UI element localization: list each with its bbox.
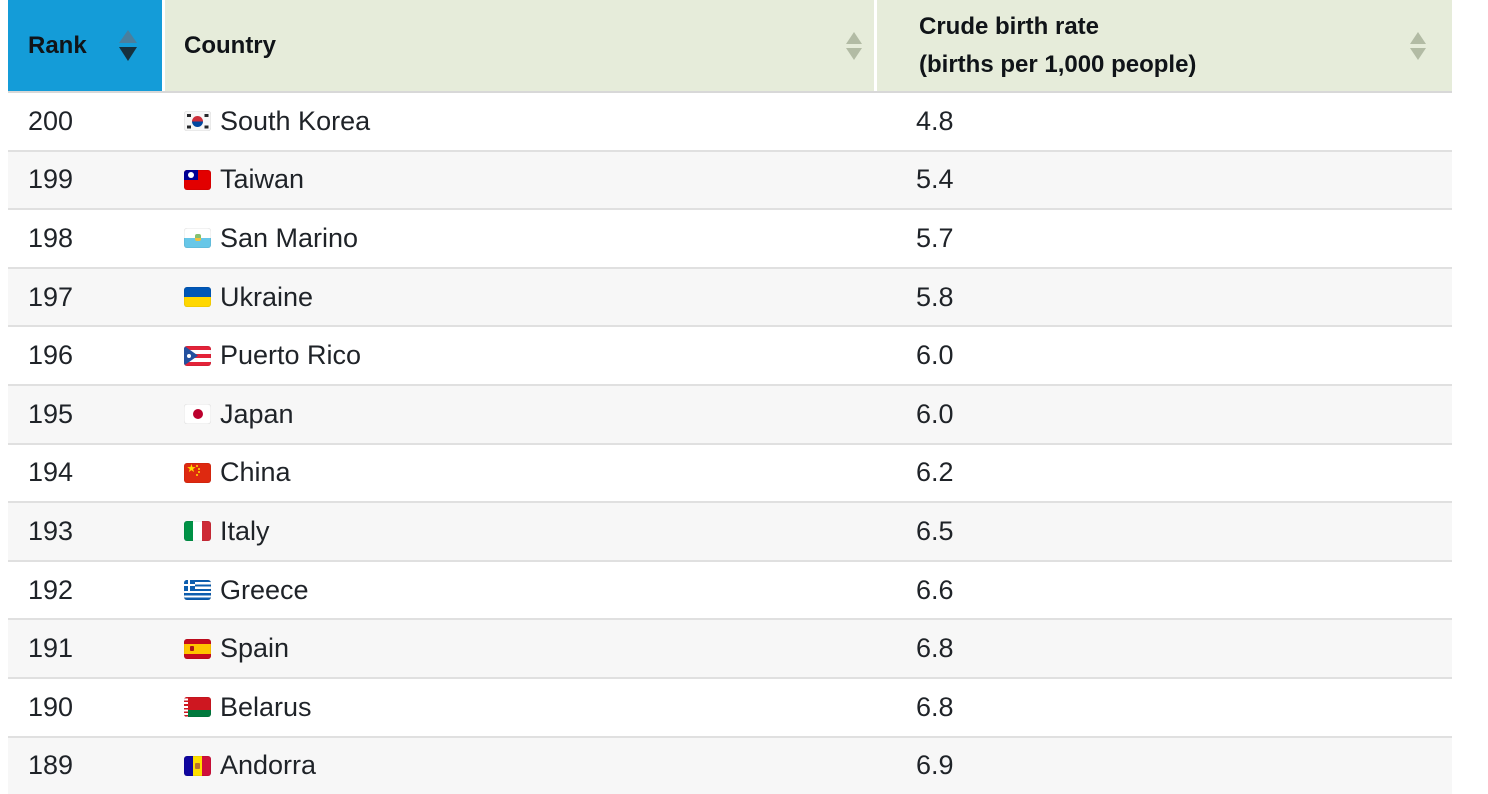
rank-cell: 200 — [28, 105, 74, 136]
country-cell: Puerto Rico — [162, 340, 874, 371]
flag-ukraine-icon — [184, 287, 211, 308]
country-name: Spain — [220, 633, 290, 664]
rank-cell: 196 — [28, 340, 74, 371]
birth-rate-label-line2: (births per 1,000 people) — [919, 50, 1197, 78]
rank-cell: 195 — [28, 398, 74, 429]
flag-spain-icon — [184, 638, 211, 659]
flag-taiwan-icon — [184, 169, 211, 190]
country-name: Ukraine — [220, 281, 314, 312]
country-cell: Belarus — [162, 692, 874, 723]
country-name: Japan — [220, 398, 294, 429]
birth-rate-cell: 6.0 — [916, 340, 954, 371]
rank-cell: 197 — [28, 281, 74, 312]
country-name: Taiwan — [220, 164, 305, 195]
birth-rate-cell: 6.8 — [916, 691, 954, 722]
table-row: 197 Ukraine 5.8 — [8, 266, 1452, 326]
birth-rate-cell: 5.4 — [916, 164, 954, 195]
country-name: Andorra — [220, 750, 317, 781]
sort-unsorted-icon[interactable] — [1410, 31, 1426, 60]
birth-rate-cell: 5.8 — [916, 281, 954, 312]
flag-south-korea-icon — [184, 111, 211, 132]
birth-rate-cell: 6.8 — [916, 633, 954, 664]
sort-unsorted-icon[interactable] — [846, 31, 862, 60]
table-row: 198 San Marino 5.7 — [8, 208, 1452, 267]
column-header-birth-rate[interactable]: Crude birth rate (births per 1,000 peopl… — [874, 0, 1452, 91]
table-row: 190 Belarus 6.8 — [8, 676, 1452, 736]
country-name: Italy — [220, 515, 270, 546]
rank-cell: 189 — [28, 750, 74, 781]
flag-puerto-rico-icon — [184, 345, 211, 366]
birth-rate-cell: 6.6 — [916, 574, 954, 605]
country-name: China — [220, 457, 291, 488]
birth-rate-cell: 5.7 — [916, 222, 954, 253]
sort-descending-icon[interactable] — [119, 30, 137, 61]
country-cell: Andorra — [162, 750, 874, 781]
table-row: 200 South Korea 4.8 — [8, 91, 1452, 150]
rank-cell: 193 — [28, 515, 74, 546]
birth-rate-cell: 4.8 — [916, 105, 954, 136]
rank-cell: 192 — [28, 574, 74, 605]
table-row: 191 Spain 6.8 — [8, 618, 1452, 677]
rank-cell: 191 — [28, 633, 74, 664]
birth-rate-cell: 6.0 — [916, 398, 954, 429]
birth-rate-cell: 6.5 — [916, 515, 954, 546]
country-cell: San Marino — [162, 223, 874, 254]
flag-andorra-icon — [184, 755, 211, 776]
country-name: South Korea — [220, 105, 371, 136]
rank-cell: 199 — [28, 164, 74, 195]
table-row: 196 Puerto Rico 6.0 — [8, 325, 1452, 384]
birth-rate-table: Rank Country Crude birth rate (births pe… — [8, 0, 1452, 794]
column-header-rank[interactable]: Rank — [8, 0, 162, 91]
rank-cell: 190 — [28, 691, 74, 722]
country-cell: South Korea — [162, 106, 874, 137]
table-header-row: Rank Country Crude birth rate (births pe… — [8, 0, 1452, 91]
flag-greece-icon — [184, 580, 211, 601]
country-cell: China — [162, 457, 874, 488]
table-body: 200 South Korea 4.8 199 Taiwan 5.4 198 San Mari… — [8, 91, 1452, 794]
country-name: Greece — [220, 574, 309, 605]
table-row: 192 Greece 6.6 — [8, 559, 1452, 619]
table-row: 194 China 6.2 — [8, 442, 1452, 502]
country-cell: Spain — [162, 633, 874, 664]
flag-belarus-icon — [184, 697, 211, 718]
flag-san-marino-icon — [184, 228, 211, 249]
country-name: Puerto Rico — [220, 340, 362, 371]
country-cell: Taiwan — [162, 164, 874, 195]
rank-cell: 194 — [28, 457, 74, 488]
country-cell: Japan — [162, 399, 874, 430]
country-cell: Greece — [162, 575, 874, 606]
flag-china-icon — [184, 462, 211, 483]
flag-japan-icon — [184, 404, 211, 425]
column-header-country-label: Country — [184, 31, 276, 59]
table-row: 199 Taiwan 5.4 — [8, 149, 1452, 209]
table-row: 189 Andorra 6.9 — [8, 735, 1452, 794]
rank-cell: 198 — [28, 222, 74, 253]
column-header-birth-rate-label: Crude birth rate (births per 1,000 peopl… — [919, 8, 1196, 84]
country-cell: Ukraine — [162, 282, 874, 313]
table-row: 193 Italy 6.5 — [8, 501, 1452, 560]
country-name: Belarus — [220, 691, 312, 722]
table-row: 195 Japan 6.0 — [8, 383, 1452, 443]
country-name: San Marino — [220, 222, 359, 253]
birth-rate-label-line1: Crude birth rate — [919, 12, 1100, 40]
birth-rate-cell: 6.9 — [916, 750, 954, 781]
flag-italy-icon — [184, 521, 211, 542]
column-header-country[interactable]: Country — [162, 0, 874, 91]
birth-rate-cell: 6.2 — [916, 457, 954, 488]
country-cell: Italy — [162, 516, 874, 547]
column-header-rank-label: Rank — [28, 31, 87, 59]
